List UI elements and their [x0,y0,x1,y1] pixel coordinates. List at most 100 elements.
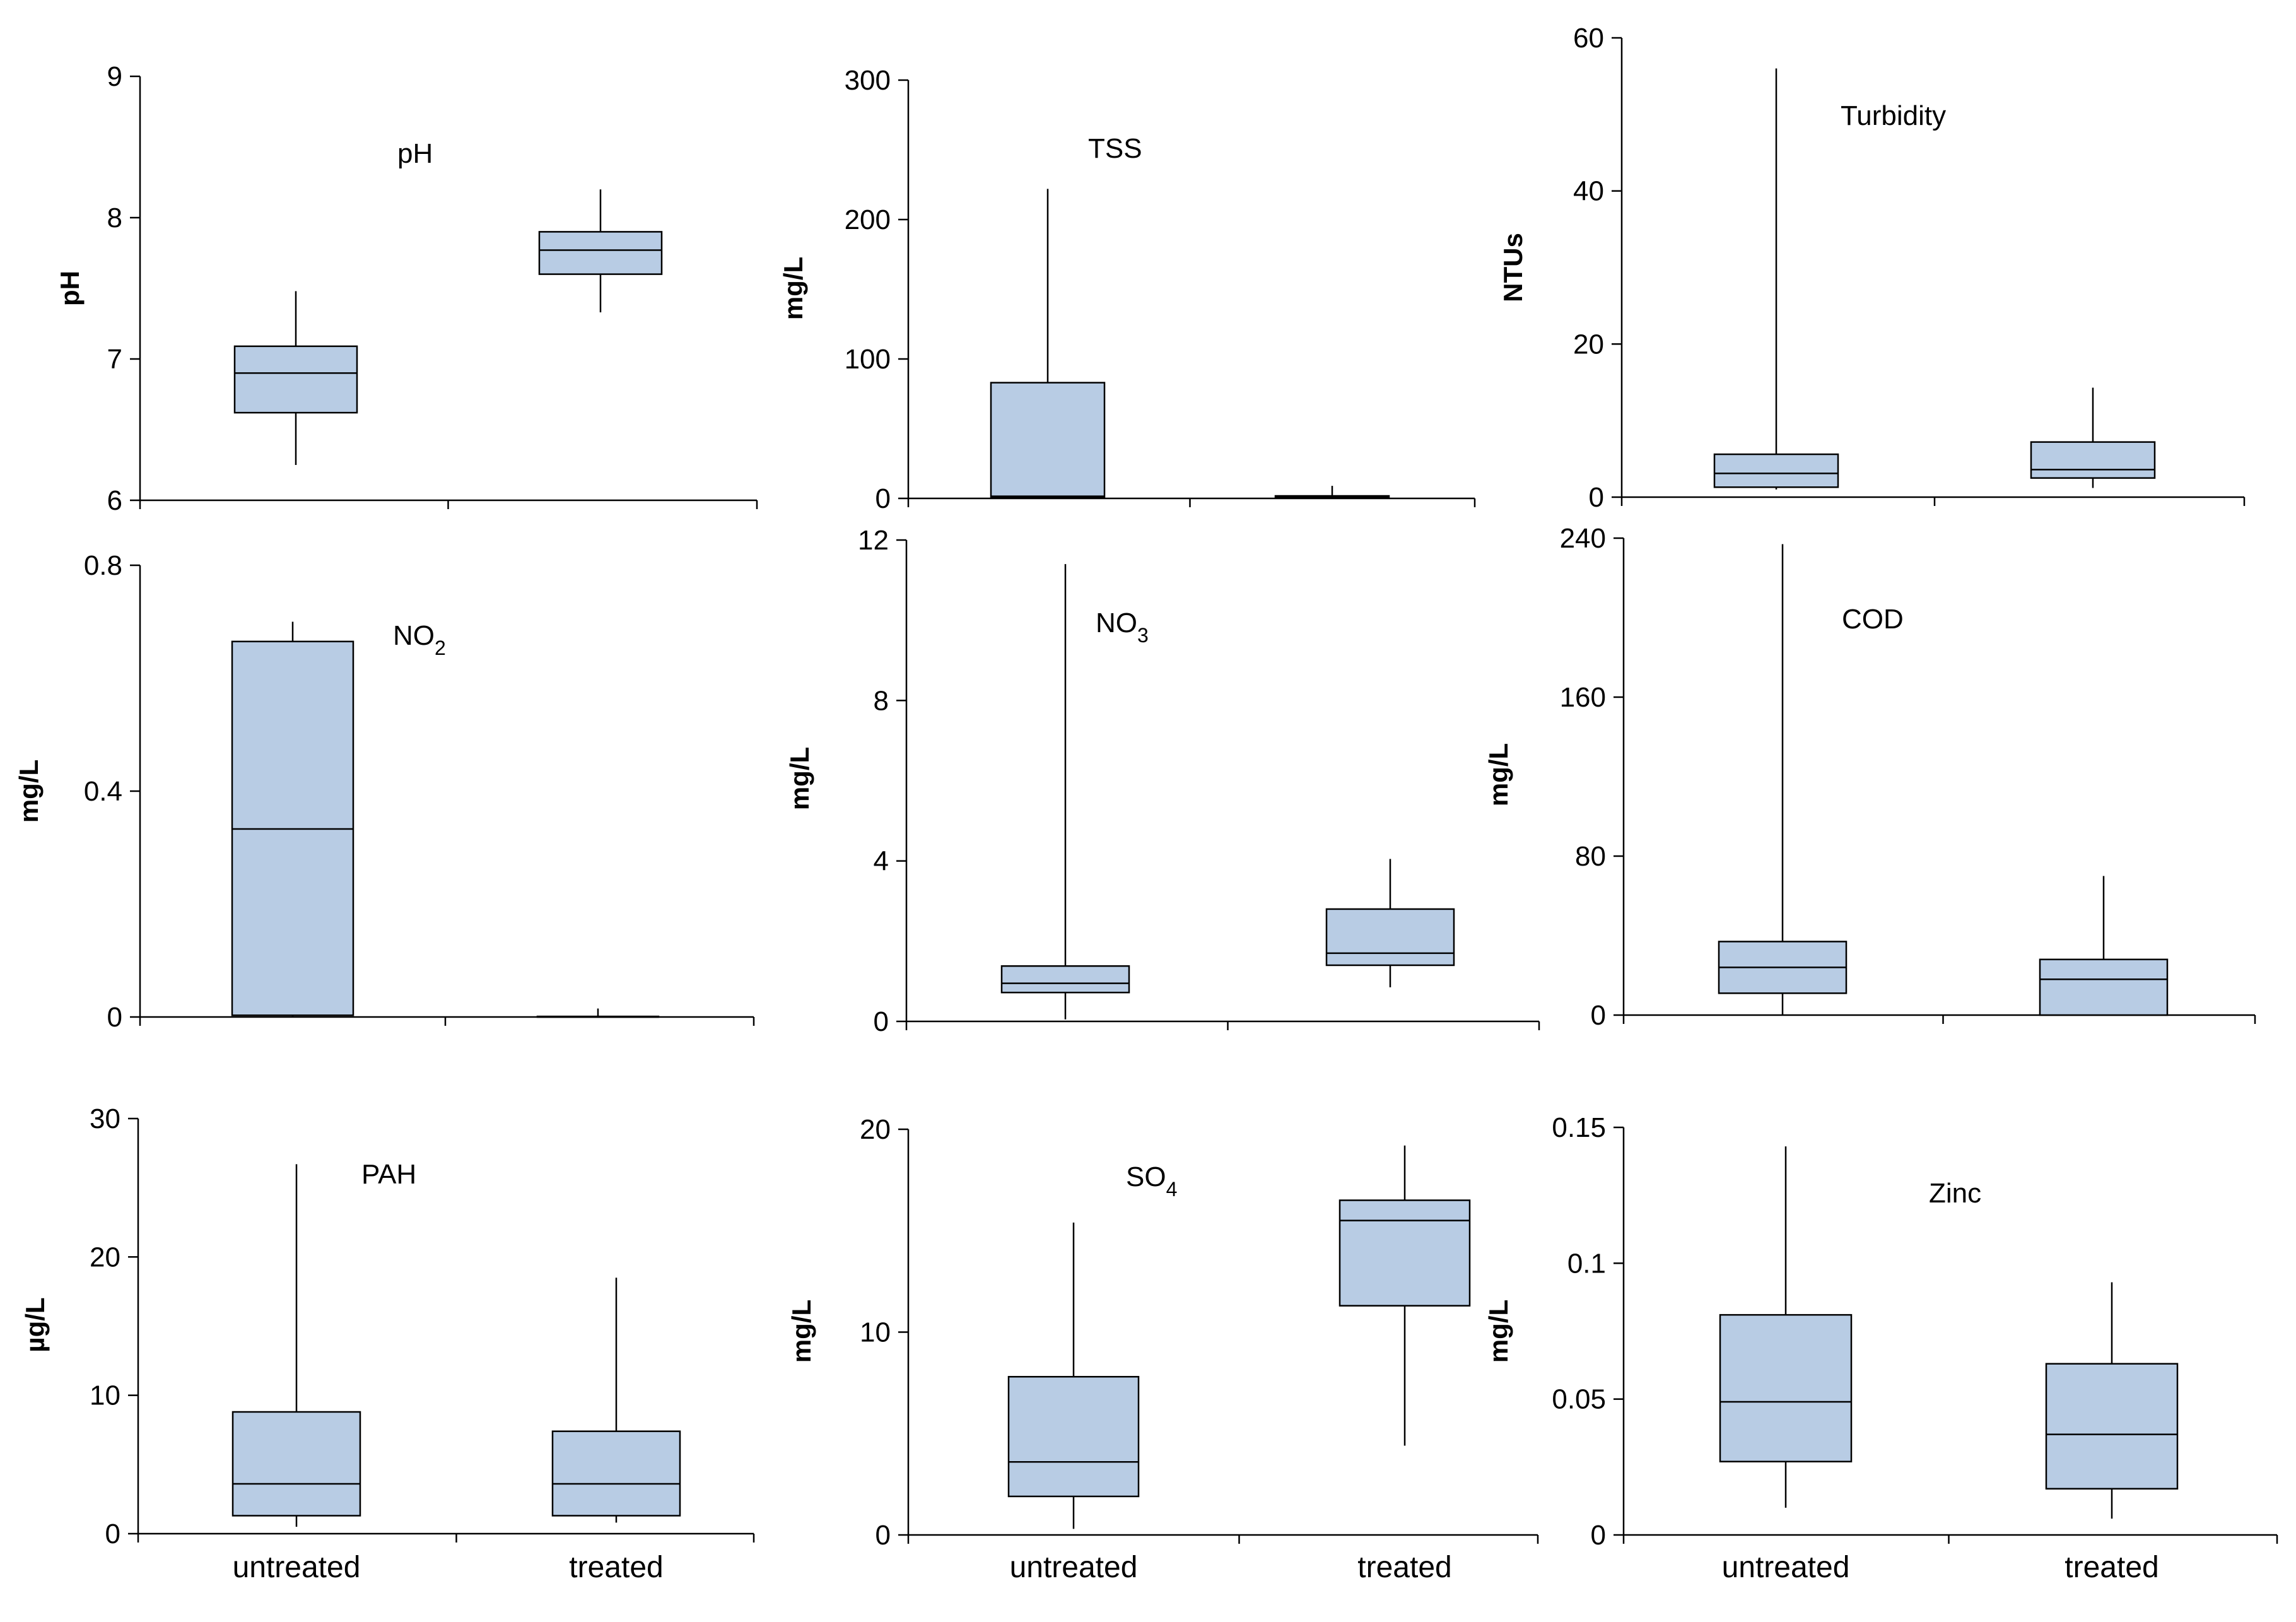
y-tick-label: 0 [876,1520,891,1551]
y-tick-label: 0.05 [1552,1384,1606,1415]
box-untreated [1713,68,1839,490]
y-axis-label: pH [55,271,85,306]
box-treated [2039,876,2169,1016]
panel-title: pH [397,138,433,169]
box-treated [536,1008,660,1018]
y-axis-label: µg/L [20,1297,50,1352]
box-untreated [1007,1222,1140,1529]
y-tick-label: 200 [845,204,891,235]
y-tick-label: 10 [860,1317,891,1348]
y-tick-label: 60 [1573,23,1604,54]
panel-title: SO4 [1126,1161,1177,1201]
category-label-untreated: untreated [1010,1551,1138,1584]
box-untreated [231,621,354,1017]
iqr-box [233,345,358,414]
iqr-box [1007,1375,1140,1498]
iqr-box [2045,1363,2179,1490]
y-axis-label: mg/L [785,747,814,810]
y-tick-label: 0.8 [84,550,122,581]
panel-title: Zinc [1929,1178,1981,1209]
y-axis-label: NTUs [1498,233,1528,302]
y-tick-label: 0.4 [84,776,122,807]
iqr-box [1713,453,1839,488]
y-tick-label: 0 [1589,482,1604,513]
y-tick-label: 0 [874,1006,889,1037]
y-tick-label: 9 [107,61,122,92]
y-tick-label: 20 [860,1114,891,1145]
y-axis-label: mg/L [778,257,808,320]
chart-panel-8: 0 10 20 mg/L SO4 untreated treated [787,1114,1539,1584]
y-axis-label: mg/L [1484,1300,1513,1363]
box-untreated [231,1164,361,1527]
y-tick-label: 300 [845,65,891,96]
y-tick-label: 0.15 [1552,1112,1606,1143]
y-axis-label: mg/L [787,1300,816,1363]
panel-title: TSS [1088,133,1142,164]
iqr-box [1325,908,1455,967]
box-untreated [1719,1146,1853,1508]
y-tick-label: 0 [876,483,891,514]
y-tick-label: 8 [874,685,889,716]
y-tick-label: 0 [107,1002,122,1033]
y-tick-label: 80 [1575,841,1606,872]
chart-panel-2: 0 100 200 300 mg/L TSS [778,65,1476,514]
iqr-box [1000,965,1130,994]
y-tick-label: 0 [1591,1520,1606,1551]
panel-title: NO3 [1096,608,1149,647]
iqr-box [990,382,1106,499]
category-label-treated: treated [1357,1551,1451,1584]
y-tick-label: 240 [1560,523,1606,554]
box-treated [1338,1145,1471,1446]
panel-title: NO2 [393,620,446,659]
y-axis-label: mg/L [14,760,44,823]
chart-panel-7: 0 10 20 30 µg/L PAH untreated treated [20,1103,755,1584]
y-tick-label: 20 [90,1242,120,1272]
y-tick-label: 30 [90,1103,120,1134]
box-treated [2045,1282,2179,1519]
box-treated [551,1278,681,1523]
chart-panel-4: 0 0.4 0.8 mg/L NO2 [14,550,755,1033]
y-tick-label: 0 [1591,1000,1606,1031]
box-treated [2030,387,2156,488]
panel-title: PAH [361,1159,416,1190]
y-tick-label: 100 [845,344,891,375]
box-treated [538,189,663,313]
iqr-box [1338,1199,1471,1307]
box-untreated [990,189,1106,499]
y-tick-label: 20 [1573,329,1604,360]
iqr-box [2039,958,2169,1016]
panel-title: Turbidity [1841,100,1946,131]
y-tick-label: 7 [107,344,122,375]
iqr-box [231,1411,361,1517]
box-treated [1325,859,1455,987]
y-tick-label: 10 [90,1380,120,1411]
box-untreated [1000,564,1130,1020]
category-label-treated: treated [569,1551,663,1584]
chart-panel-3: 0 20 40 60 NTUs Turbidity [1498,23,2246,513]
y-tick-label: 12 [858,525,889,556]
panel-title: COD [1842,604,1904,635]
iqr-box [2030,441,2156,479]
chart-panel-6: 0 80 160 240 mg/L COD [1484,523,2256,1031]
y-tick-label: 160 [1560,682,1606,713]
y-tick-label: 0.1 [1567,1248,1606,1279]
category-label-untreated: untreated [1722,1551,1850,1584]
y-tick-label: 0 [105,1519,120,1549]
category-label-treated: treated [2065,1551,2158,1584]
category-label-untreated: untreated [233,1551,361,1584]
y-tick-label: 6 [107,485,122,516]
chart-panel-1: 6 7 8 9 pH pH [55,61,758,516]
y-tick-label: 8 [107,203,122,233]
iqr-box [538,231,663,275]
y-axis-label: mg/L [1484,743,1513,806]
y-tick-label: 40 [1573,176,1604,207]
box-untreated [1718,544,1848,1015]
chart-panel-5: 0 4 8 12 mg/L NO3 [785,525,1540,1037]
iqr-box [1719,1313,1853,1462]
box-untreated [233,291,358,465]
y-tick-label: 4 [874,846,889,877]
chart-panel-9: 0 0.05 0.1 0.15 mg/L Zinc untreated treated [1484,1112,2278,1584]
box-treated [1274,486,1390,499]
iqr-box [551,1430,681,1517]
